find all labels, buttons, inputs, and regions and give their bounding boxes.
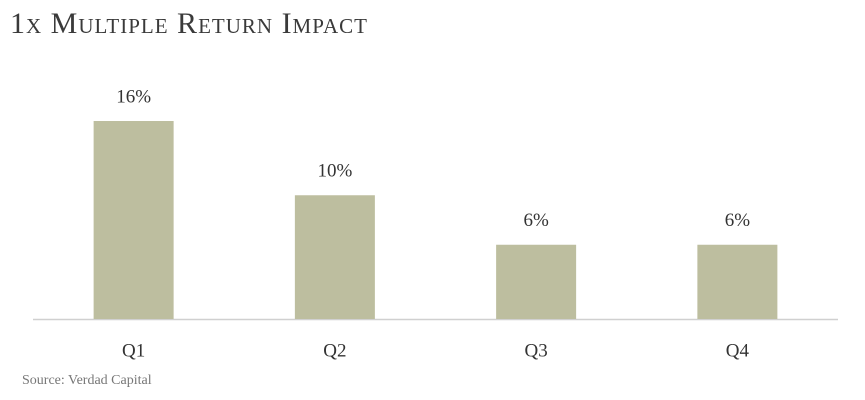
x-tick-label: Q2 xyxy=(323,340,346,361)
chart-title: 1x Multiple Return Impact xyxy=(10,7,368,40)
bar xyxy=(697,244,778,319)
source: Source: Verdad Capital xyxy=(22,373,152,388)
x-tick-label: Q3 xyxy=(525,340,548,361)
bar xyxy=(93,121,174,319)
x-tick-label: Q1 xyxy=(122,340,145,361)
value-label: 16% xyxy=(116,86,151,107)
bar xyxy=(496,244,577,319)
value-label: 6% xyxy=(725,210,751,231)
x-tick-label: Q4 xyxy=(726,340,750,361)
value-label: 6% xyxy=(523,210,549,231)
value-label: 10% xyxy=(317,161,352,182)
bar xyxy=(294,195,375,319)
